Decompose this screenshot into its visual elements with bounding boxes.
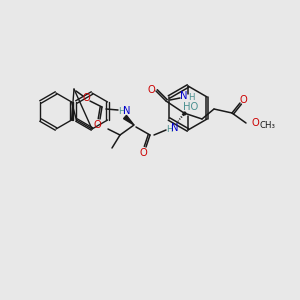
Text: O: O bbox=[239, 95, 247, 105]
Text: O: O bbox=[93, 120, 101, 130]
Text: O: O bbox=[82, 93, 90, 103]
Text: O: O bbox=[147, 85, 155, 95]
Text: N: N bbox=[171, 123, 179, 133]
Text: H: H bbox=[118, 107, 124, 116]
Text: CH₃: CH₃ bbox=[259, 122, 275, 130]
Text: N: N bbox=[123, 106, 131, 116]
Text: O: O bbox=[251, 118, 259, 128]
Text: O: O bbox=[139, 148, 147, 158]
Text: H: H bbox=[188, 92, 194, 101]
Polygon shape bbox=[124, 116, 134, 125]
Text: N: N bbox=[180, 91, 188, 101]
Text: HO: HO bbox=[183, 102, 199, 112]
Text: H: H bbox=[166, 124, 172, 134]
